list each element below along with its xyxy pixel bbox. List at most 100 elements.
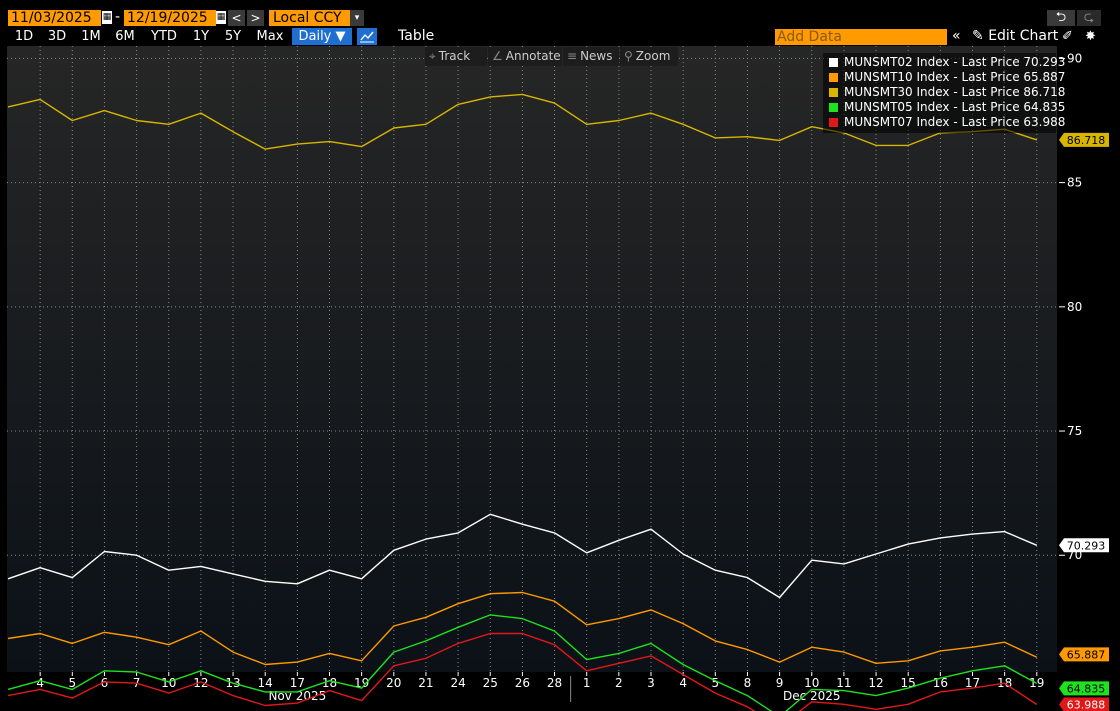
series-line[interactable] <box>7 632 1038 711</box>
edit-chart-label: Edit Chart <box>988 28 1059 44</box>
x-tick-label: 8 <box>744 676 752 690</box>
x-tick-label: 18 <box>322 676 337 690</box>
x-tick-label: 5 <box>711 676 719 690</box>
prev-period-button[interactable]: < <box>228 10 245 26</box>
x-tick-label: 6 <box>101 676 109 690</box>
currency-select[interactable]: Local CCY <box>269 10 350 26</box>
range-button-5y[interactable]: 5Y <box>224 29 242 44</box>
range-button-ytd[interactable]: YTD <box>151 29 177 44</box>
last-price-tag-bg <box>1059 681 1109 696</box>
x-tick-label: 17 <box>290 676 305 690</box>
line-chart-icon[interactable] <box>357 28 377 45</box>
track-tool-button[interactable]: ⌖ Track <box>425 47 487 66</box>
range-button-3d[interactable]: 3D <box>47 29 67 44</box>
x-tick-label: 28 <box>547 676 562 690</box>
x-tick-label: 10 <box>161 676 176 690</box>
line-chart-icon-glyph <box>360 31 374 43</box>
zoom-icon: ⚲ <box>624 49 633 63</box>
plot-area <box>7 46 1057 672</box>
legend-label: MUNSMT10 Index - Last Price 65.887 <box>844 70 1066 84</box>
news-tool-button[interactable]: ≡ News <box>563 47 619 66</box>
range-toolbar: 1D 3D 1M 6M YTD 1Y 5Y Max Daily ▼ Table … <box>7 27 1113 46</box>
last-price-tag: 86.718 <box>1059 132 1109 147</box>
legend-swatch <box>829 88 838 97</box>
frequency-select[interactable]: Daily ▼ <box>292 28 352 45</box>
annotate-tool-button[interactable]: ∠ Annotate <box>488 47 562 66</box>
pencil-icon: ✎ <box>972 28 984 44</box>
legend-swatch <box>829 118 838 127</box>
range-button-max[interactable]: Max <box>256 29 284 44</box>
x-tick-label: 25 <box>483 676 498 690</box>
x-tick-label: 17 <box>965 676 980 690</box>
x-tick-label: 2 <box>615 676 623 690</box>
series-line[interactable] <box>7 513 1038 599</box>
x-month-label: Dec 2025 <box>783 689 841 703</box>
legend-label: MUNSMT05 Index - Last Price 64.835 <box>844 100 1066 114</box>
undo-icon[interactable]: ⮌ <box>1047 10 1075 26</box>
start-date-field[interactable]: 11/03/2025 <box>8 10 101 26</box>
x-tick-label: 12 <box>193 676 208 690</box>
series-line[interactable] <box>7 614 1038 711</box>
x-tick-label: 5 <box>68 676 76 690</box>
range-button-1m[interactable]: 1M <box>81 29 101 44</box>
last-price-tag: 63.988 <box>1059 697 1109 711</box>
legend-label: MUNSMT07 Index - Last Price 63.988 <box>844 115 1066 129</box>
series-lines <box>7 93 1038 711</box>
top-toolbar: 11/03/2025 ▦ - 12/19/2025 ▦ < > Local CC… <box>7 8 1113 27</box>
range-button-1y[interactable]: 1Y <box>192 29 210 44</box>
series-line[interactable] <box>7 591 1038 666</box>
grid-lines <box>7 46 1057 672</box>
last-price-labels: 70.293 65.887 86.718 64.835 63.988 <box>1059 132 1109 711</box>
last-price-tag-label: 64.835 <box>1067 682 1106 695</box>
y-tick-label: 80 <box>1067 300 1082 314</box>
x-tick-label: 3 <box>647 676 655 690</box>
track-label: Track <box>438 49 471 63</box>
legend-swatch <box>829 103 838 112</box>
x-tick-label: 14 <box>258 676 273 690</box>
x-tick-label: 11 <box>836 676 851 690</box>
y-tick-label: 90 <box>1067 51 1082 65</box>
last-price-tag: 70.293 <box>1059 538 1109 553</box>
zoom-label: Zoom <box>635 49 671 63</box>
table-button[interactable]: Table <box>398 28 435 44</box>
calendar-icon[interactable]: ▦ <box>216 11 226 24</box>
x-tick-label: 26 <box>515 676 530 690</box>
zoom-tool-button[interactable]: ⚲ Zoom <box>620 47 678 66</box>
y-tick-label: 85 <box>1067 176 1082 190</box>
collapse-icon[interactable]: « <box>952 28 961 44</box>
news-label: News <box>580 49 613 63</box>
range-button-6m[interactable]: 6M <box>115 29 135 44</box>
x-tick-label: 21 <box>418 676 433 690</box>
edit-chart-button[interactable]: ✎ Edit Chart <box>972 28 1058 45</box>
legend-swatch <box>829 58 838 67</box>
chart-settings-pencil-icon[interactable]: ✐ <box>1062 29 1073 44</box>
series-line[interactable] <box>7 93 1038 150</box>
last-price-tag-label: 63.988 <box>1067 699 1106 711</box>
last-price-tag: 64.835 <box>1059 681 1109 696</box>
x-tick-label: 24 <box>450 676 465 690</box>
x-tick-label: 1 <box>583 676 591 690</box>
redo-icon[interactable]: ⮎ <box>1077 10 1101 26</box>
gear-icon[interactable]: ✸ <box>1085 29 1096 44</box>
date-separator: - <box>115 9 121 25</box>
add-data-input[interactable] <box>775 29 947 45</box>
x-tick-label: 4 <box>36 676 44 690</box>
last-price-tag-bg <box>1059 132 1109 147</box>
news-icon: ≡ <box>567 49 578 63</box>
range-button-1d[interactable]: 1D <box>14 29 34 44</box>
chevron-down-icon[interactable]: ▾ <box>350 10 364 26</box>
last-price-tag-label: 65.887 <box>1067 648 1106 661</box>
x-tick-label: 9 <box>776 676 784 690</box>
crosshair-icon: ⌖ <box>429 49 436 63</box>
last-price-tag-label: 70.293 <box>1067 539 1106 552</box>
last-price-tag-bg <box>1059 697 1109 711</box>
next-period-button[interactable]: > <box>247 10 264 26</box>
x-tick-label: 10 <box>804 676 819 690</box>
end-date-field[interactable]: 12/19/2025 <box>124 10 216 26</box>
x-axis-area <box>7 672 1113 704</box>
annotate-label: Annotate <box>505 49 561 63</box>
calendar-icon[interactable]: ▦ <box>102 11 112 24</box>
last-price-tag-label: 86.718 <box>1067 134 1106 147</box>
